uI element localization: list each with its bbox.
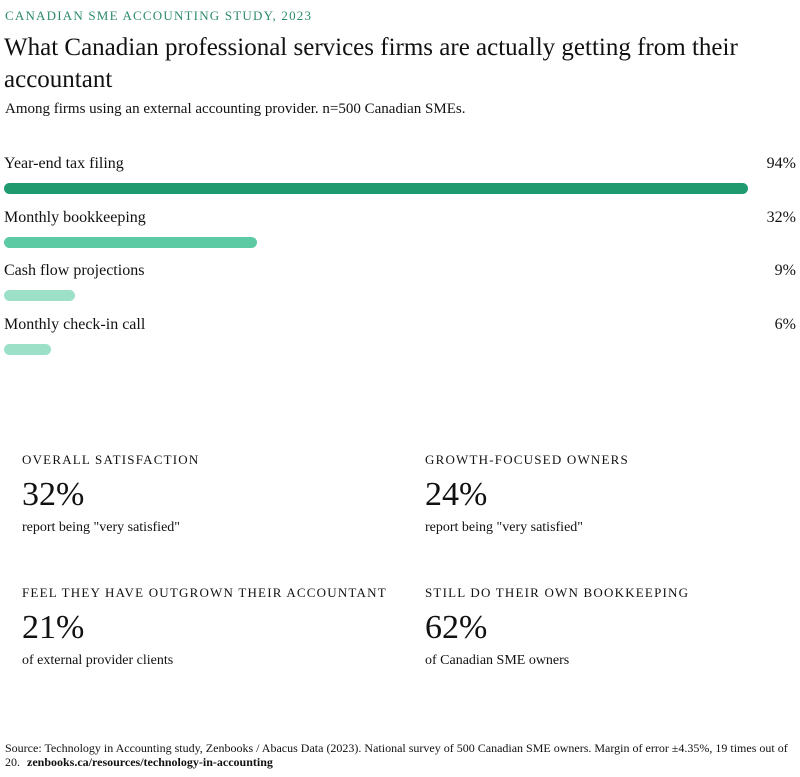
bar: [4, 343, 52, 355]
bar-value-label: 32%: [766, 208, 796, 226]
stat-description: report being "very satisfied": [425, 520, 583, 535]
bar-row: Monthly bookkeeping 32%: [4, 204, 796, 256]
bar-category-label: Cash flow projections: [4, 262, 145, 279]
stat-growth-focused-owners: GROWTH-FOCUSED OWNERS 24% report being "…: [425, 452, 795, 536]
kicker: CANADIAN SME ACCOUNTING STUDY, 2023: [5, 8, 313, 23]
bar-row: Cash flow projections 9%: [4, 257, 796, 309]
source-footer: Source: Technology in Accounting study, …: [5, 741, 795, 769]
bar-category-label: Year-end tax filing: [4, 155, 124, 172]
bar-row: Year-end tax filing 94%: [4, 150, 796, 202]
stat-own-bookkeeping: STILL DO THEIR OWN BOOKKEEPING 62% of Ca…: [425, 585, 795, 669]
bar: [4, 236, 258, 248]
stat-label: GROWTH-FOCUSED OWNERS: [425, 452, 629, 467]
bar: [4, 290, 76, 301]
stat-outgrown-accountant: FEEL THEY HAVE OUTGROWN THEIR ACCOUNTANT…: [22, 585, 392, 669]
bar-chart: Year-end tax filing 94% Monthly bookkeepin…: [4, 150, 796, 370]
stat-description: report being "very satisfied": [22, 520, 180, 535]
stat-label: OVERALL SATISFACTION: [22, 452, 200, 467]
stat-value: 24%: [425, 476, 488, 513]
source-link[interactable]: zenbooks.ca/resources/technology-in-acco…: [27, 755, 273, 769]
source-text: Source: Technology in Accounting study, …: [5, 741, 788, 769]
stat-value: 21%: [22, 609, 85, 646]
bar-value-label: 94%: [766, 155, 796, 172]
bar-value-label: 6%: [774, 315, 796, 333]
stat-description: of Canadian SME owners: [425, 653, 570, 668]
bar-track: [4, 343, 796, 355]
bar-track: [4, 236, 796, 248]
bar-category-label: Monthly check-in call: [4, 315, 146, 333]
bar-track: [4, 290, 796, 301]
bar-value-label: 9%: [774, 262, 796, 279]
bar-category-label: Monthly bookkeeping: [4, 208, 146, 226]
subtitle: Among firms using an external accounting…: [5, 101, 466, 117]
stat-overall-satisfaction: OVERALL SATISFACTION 32% report being "v…: [22, 452, 392, 536]
stat-description: of external provider clients: [22, 653, 174, 668]
stat-value: 32%: [22, 476, 85, 513]
bar: [4, 183, 748, 194]
bar-row: Monthly check-in call 6%: [4, 311, 796, 363]
stat-label: STILL DO THEIR OWN BOOKKEEPING: [425, 585, 690, 600]
stat-value: 62%: [425, 609, 488, 646]
page-title: What Canadian professional services firm…: [4, 34, 738, 93]
stat-label: FEEL THEY HAVE OUTGROWN THEIR ACCOUNTANT: [22, 585, 387, 600]
bar-track: [4, 183, 796, 194]
